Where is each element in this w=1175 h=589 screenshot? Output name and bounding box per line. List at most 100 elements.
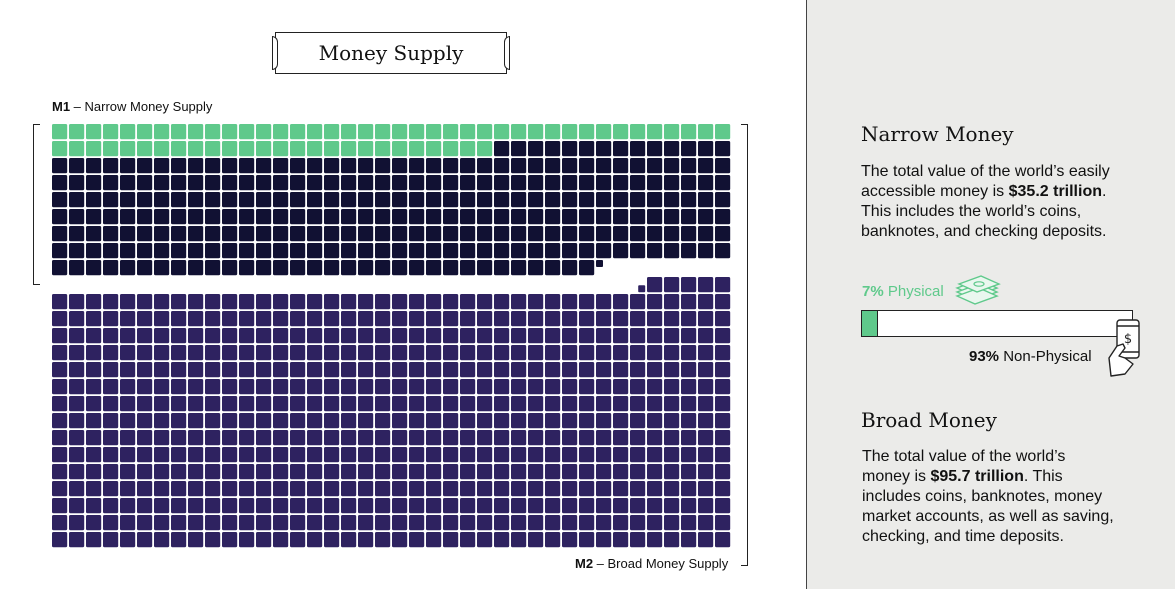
broad-unit	[545, 311, 561, 327]
physical-pct: 7%	[862, 283, 884, 300]
broad-unit	[273, 345, 289, 361]
broad-unit	[103, 481, 119, 497]
broad-unit	[324, 430, 340, 446]
physical-unit	[375, 141, 391, 157]
broad-unit	[205, 532, 221, 548]
broad-unit	[86, 447, 102, 463]
broad-unit	[256, 464, 272, 480]
narrow-unit	[545, 260, 561, 276]
broad-unit	[511, 396, 527, 412]
broad-unit	[477, 532, 493, 548]
narrow-unit	[256, 243, 272, 259]
broad-unit	[715, 379, 731, 395]
physical-unit	[460, 124, 476, 140]
narrow-unit	[307, 192, 323, 208]
broad-unit	[613, 379, 629, 395]
m2-label: M2 – Broad Money Supply	[575, 556, 728, 571]
broad-unit	[664, 328, 680, 344]
physical-unit	[664, 124, 680, 140]
narrow-unit	[273, 243, 289, 259]
broad-unit	[120, 515, 136, 531]
broad-unit	[528, 481, 544, 497]
narrow-unit	[103, 192, 119, 208]
broad-unit	[596, 294, 612, 310]
broad-unit	[613, 447, 629, 463]
broad-unit	[715, 447, 731, 463]
narrow-unit	[69, 192, 85, 208]
broad-unit	[511, 498, 527, 514]
broad-unit	[443, 294, 459, 310]
broad-unit	[681, 481, 697, 497]
narrow-unit	[562, 158, 578, 174]
broad-unit	[647, 430, 663, 446]
narrow-unit	[528, 209, 544, 225]
broad-unit	[358, 515, 374, 531]
narrow-unit	[69, 260, 85, 276]
broad-unit	[69, 311, 85, 327]
narrow-unit	[120, 260, 136, 276]
broad-unit	[103, 311, 119, 327]
broad-unit	[681, 464, 697, 480]
narrow-unit	[511, 209, 527, 225]
narrow-unit	[528, 175, 544, 191]
broad-unit	[613, 413, 629, 429]
broad-unit	[562, 328, 578, 344]
broad-unit	[239, 498, 255, 514]
broad-unit	[52, 515, 68, 531]
broad-unit	[613, 515, 629, 531]
broad-unit	[698, 413, 714, 429]
broad-unit	[375, 362, 391, 378]
broad-unit	[460, 413, 476, 429]
broad-unit	[324, 294, 340, 310]
broad-unit	[120, 498, 136, 514]
broad-unit	[239, 294, 255, 310]
broad-unit	[341, 345, 357, 361]
physical-unit	[171, 124, 187, 140]
narrow-unit	[154, 243, 170, 259]
broad-unit	[137, 413, 153, 429]
broad-unit	[715, 396, 731, 412]
narrow-unit	[511, 158, 527, 174]
broad-unit	[222, 532, 238, 548]
broad-unit	[120, 532, 136, 548]
broad-unit	[86, 379, 102, 395]
narrow-unit	[307, 260, 323, 276]
broad-unit	[494, 447, 510, 463]
broad-unit	[69, 362, 85, 378]
cash-stack-icon	[955, 275, 1001, 305]
broad-unit	[630, 311, 646, 327]
broad-unit	[630, 379, 646, 395]
narrow-unit	[103, 158, 119, 174]
broad-unit	[528, 379, 544, 395]
physical-unit	[494, 124, 510, 140]
broad-unit	[426, 481, 442, 497]
narrow-unit	[239, 192, 255, 208]
broad-unit	[273, 379, 289, 395]
narrow-unit	[392, 192, 408, 208]
broad-unit	[341, 447, 357, 463]
broad-unit	[579, 294, 595, 310]
narrow-unit	[528, 243, 544, 259]
broad-unit	[392, 294, 408, 310]
broad-unit	[494, 328, 510, 344]
narrow-unit	[120, 226, 136, 242]
broad-unit	[511, 481, 527, 497]
broad-unit	[426, 447, 442, 463]
broad-unit	[154, 379, 170, 395]
narrow-unit	[528, 158, 544, 174]
broad-unit	[613, 345, 629, 361]
broad-unit	[477, 396, 493, 412]
broad-unit	[579, 396, 595, 412]
narrow-unit	[613, 243, 629, 259]
narrow-unit	[307, 158, 323, 174]
broad-unit	[409, 379, 425, 395]
broad-unit	[86, 430, 102, 446]
narrow-unit	[545, 243, 561, 259]
broad-unit	[154, 464, 170, 480]
broad-unit	[392, 396, 408, 412]
broad-unit	[511, 345, 527, 361]
broad-unit	[188, 447, 204, 463]
narrow-unit	[409, 260, 425, 276]
narrow-unit	[341, 175, 357, 191]
narrow-unit	[545, 175, 561, 191]
